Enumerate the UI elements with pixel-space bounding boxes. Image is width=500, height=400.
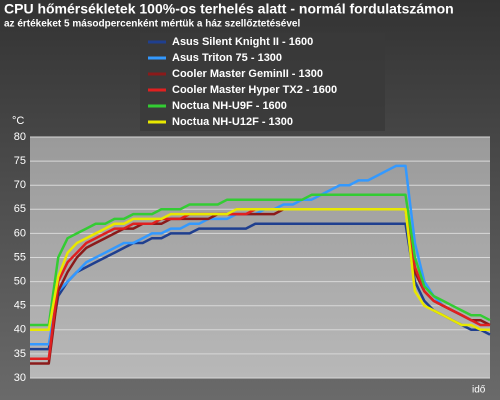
legend-label: Asus Triton 75 - 1300 — [172, 52, 282, 64]
y-tick-label: 45 — [14, 300, 26, 312]
y-tick-label: 60 — [14, 227, 26, 239]
y-tick-label: 70 — [14, 179, 26, 191]
series-line — [30, 164, 490, 346]
y-axis-label: °C — [12, 115, 24, 127]
series-line — [30, 208, 490, 332]
legend-label: Cooler Master Hyper TX2 - 1600 — [172, 84, 337, 96]
chart-subtitle: az értékeket 5 másodpercenként mértük a … — [4, 19, 300, 30]
legend-label: Noctua NH-U12F - 1300 — [172, 116, 293, 128]
legend-label: Noctua NH-U9F - 1600 — [172, 100, 287, 112]
legend-label: Asus Silent Knight II - 1600 — [172, 36, 313, 48]
legend-box — [140, 33, 385, 131]
y-tick-label: 30 — [14, 372, 26, 384]
y-tick-label: 50 — [14, 276, 26, 288]
y-tick-label: 55 — [14, 251, 26, 263]
y-tick-label: 80 — [14, 131, 26, 143]
chart-title: CPU hőmérsékletek 100%-os terhelés alatt… — [4, 1, 454, 17]
y-tick-label: 40 — [14, 324, 26, 336]
y-tick-label: 65 — [14, 203, 26, 215]
y-tick-label: 35 — [14, 348, 26, 360]
y-tick-label: 75 — [14, 155, 26, 167]
series-line — [30, 193, 491, 327]
x-axis-label: idő — [472, 385, 486, 396]
legend-label: Cooler Master GeminII - 1300 — [172, 68, 323, 80]
